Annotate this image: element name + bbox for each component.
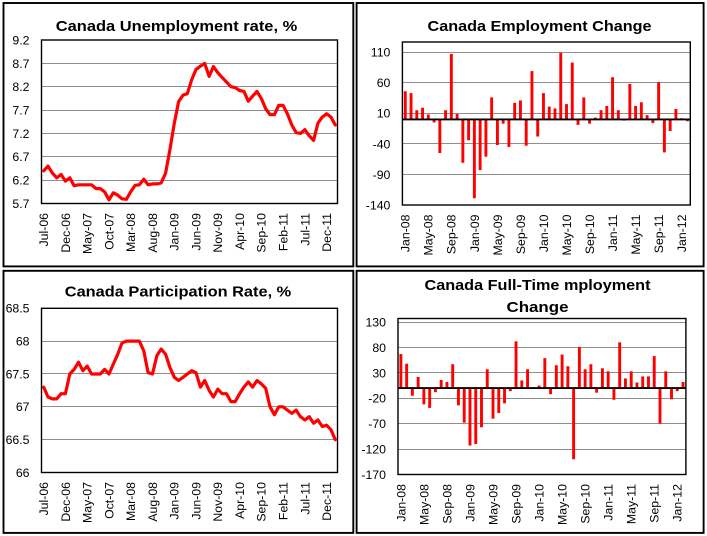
- svg-text:67.5: 67.5: [6, 367, 30, 381]
- svg-text:Feb-11: Feb-11: [276, 482, 290, 520]
- svg-text:Canada Unemployment rate, %: Canada Unemployment rate, %: [56, 18, 298, 35]
- svg-text:Aug-08: Aug-08: [146, 213, 160, 253]
- svg-text:Sep-10: Sep-10: [583, 214, 597, 254]
- svg-text:May-10: May-10: [556, 484, 570, 525]
- svg-text:7.7: 7.7: [12, 103, 29, 117]
- svg-text:Sep-11: Sep-11: [652, 214, 666, 253]
- svg-text:Mar-08: Mar-08: [124, 482, 138, 521]
- svg-text:May-07: May-07: [81, 213, 95, 254]
- svg-text:10: 10: [377, 107, 391, 121]
- svg-text:Change: Change: [507, 299, 569, 316]
- svg-text:30: 30: [372, 366, 386, 380]
- svg-text:Nov-09: Nov-09: [211, 482, 225, 522]
- svg-text:-140: -140: [366, 198, 391, 212]
- svg-text:Dec-06: Dec-06: [59, 213, 73, 253]
- svg-text:7.2: 7.2: [12, 127, 29, 141]
- svg-text:6.2: 6.2: [12, 174, 29, 188]
- svg-text:Dec-06: Dec-06: [59, 482, 73, 522]
- svg-text:130: 130: [365, 315, 386, 329]
- svg-text:Jan-12: Jan-12: [671, 484, 685, 522]
- svg-text:Sep-09: Sep-09: [509, 484, 523, 524]
- svg-text:Jul-06: Jul-06: [37, 482, 51, 516]
- svg-text:Oct-07: Oct-07: [102, 213, 116, 250]
- svg-text:8.7: 8.7: [12, 57, 29, 71]
- svg-text:66.5: 66.5: [6, 433, 30, 447]
- svg-text:May-11: May-11: [625, 484, 639, 524]
- svg-text:Dec-11: Dec-11: [320, 213, 334, 252]
- svg-text:Jan-08: Jan-08: [399, 214, 413, 252]
- svg-text:Jan-09: Jan-09: [168, 482, 182, 520]
- svg-text:Jun-09: Jun-09: [189, 213, 203, 251]
- svg-text:110: 110: [371, 46, 391, 60]
- svg-text:Jul-06: Jul-06: [37, 213, 51, 247]
- svg-text:6.7: 6.7: [12, 150, 29, 164]
- svg-text:Canada Full-Time mployment: Canada Full-Time mployment: [425, 277, 651, 294]
- svg-text:Jan-10: Jan-10: [532, 484, 546, 522]
- svg-text:Mar-08: Mar-08: [124, 213, 138, 252]
- svg-text:8.2: 8.2: [12, 80, 29, 94]
- svg-text:Canada Employment Change: Canada Employment Change: [428, 18, 652, 35]
- svg-text:-20: -20: [368, 392, 386, 406]
- svg-text:Sep-08: Sep-08: [440, 484, 454, 524]
- svg-text:Sep-08: Sep-08: [445, 214, 459, 254]
- svg-text:May-09: May-09: [491, 214, 505, 255]
- svg-text:80: 80: [372, 341, 386, 355]
- svg-text:Oct-07: Oct-07: [102, 482, 116, 519]
- svg-text:May-07: May-07: [81, 482, 95, 523]
- svg-text:5.7: 5.7: [12, 197, 29, 211]
- svg-text:-40: -40: [373, 137, 391, 151]
- svg-text:Sep-10: Sep-10: [579, 484, 593, 524]
- svg-text:67: 67: [16, 400, 30, 414]
- svg-text:68: 68: [16, 335, 30, 349]
- svg-text:May-09: May-09: [486, 484, 500, 525]
- svg-text:Dec-11: Dec-11: [320, 482, 334, 521]
- svg-text:May-10: May-10: [560, 214, 574, 255]
- svg-text:Jun-09: Jun-09: [189, 482, 203, 520]
- svg-text:Aug-08: Aug-08: [146, 482, 160, 522]
- svg-text:Apr-10: Apr-10: [233, 482, 247, 519]
- svg-text:Jan-09: Jan-09: [468, 214, 482, 252]
- svg-text:Sep-10: Sep-10: [255, 213, 269, 253]
- svg-text:-120: -120: [361, 442, 386, 456]
- svg-text:Jan-11: Jan-11: [606, 214, 620, 251]
- svg-text:68.5: 68.5: [6, 302, 30, 316]
- svg-text:Jul-11: Jul-11: [298, 213, 312, 246]
- svg-text:Sep-11: Sep-11: [648, 484, 662, 523]
- svg-text:-170: -170: [361, 468, 386, 482]
- svg-text:May-08: May-08: [422, 214, 436, 255]
- svg-text:Apr-10: Apr-10: [233, 213, 247, 250]
- svg-text:Canada Participation Rate, %: Canada Participation Rate, %: [65, 283, 292, 300]
- svg-text:Jan-10: Jan-10: [537, 214, 551, 252]
- svg-text:-70: -70: [368, 417, 386, 431]
- svg-text:Jan-09: Jan-09: [463, 484, 477, 522]
- svg-text:Feb-11: Feb-11: [276, 213, 290, 251]
- svg-text:May-11: May-11: [629, 214, 643, 254]
- svg-text:Sep-10: Sep-10: [255, 482, 269, 522]
- svg-text:Jan-08: Jan-08: [394, 484, 408, 522]
- svg-text:Jan-11: Jan-11: [602, 484, 616, 521]
- svg-text:Jul-11: Jul-11: [298, 482, 312, 515]
- svg-text:66: 66: [16, 466, 30, 480]
- svg-text:Jan-12: Jan-12: [675, 214, 689, 252]
- svg-text:Sep-09: Sep-09: [514, 214, 528, 254]
- svg-text:Nov-09: Nov-09: [211, 213, 225, 253]
- svg-text:-90: -90: [373, 168, 391, 182]
- svg-text:9.2: 9.2: [12, 33, 29, 47]
- svg-text:Jan-09: Jan-09: [168, 213, 182, 251]
- svg-text:60: 60: [377, 76, 391, 90]
- svg-text:May-08: May-08: [417, 484, 431, 525]
